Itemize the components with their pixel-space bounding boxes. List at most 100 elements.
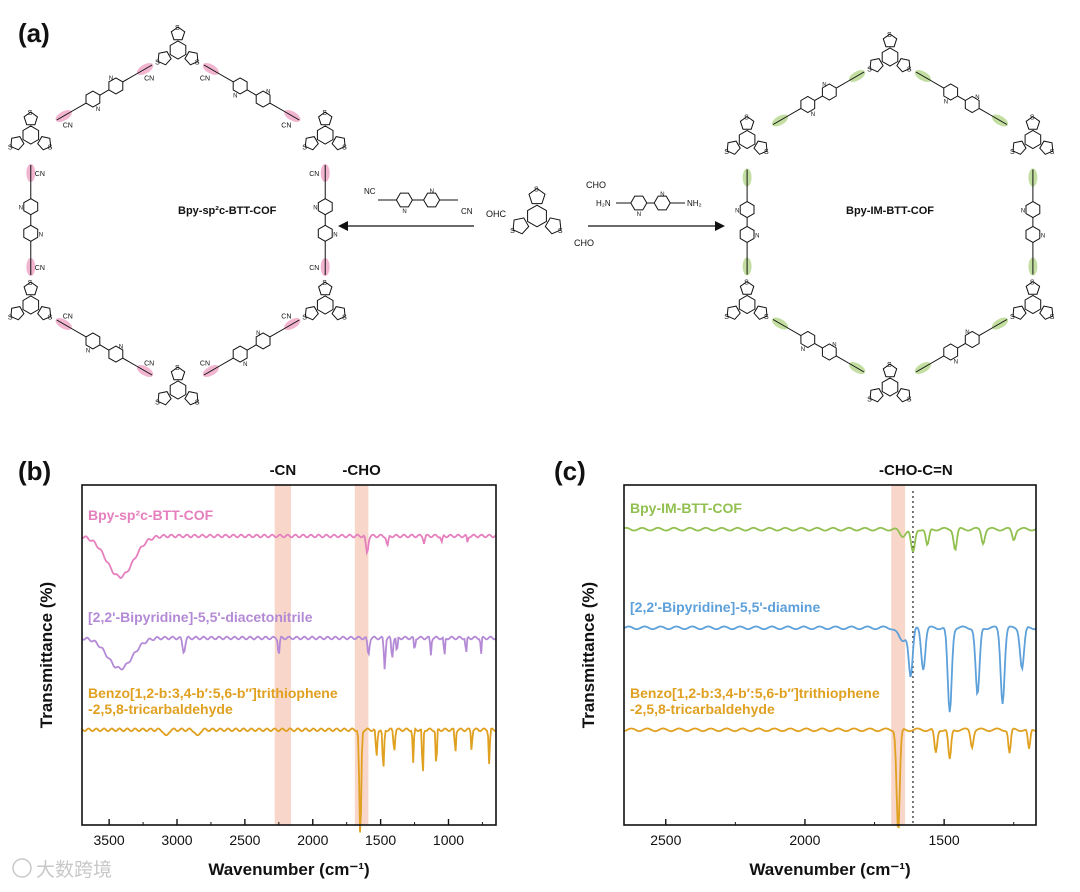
y-axis-label: Transmittance (%) xyxy=(579,582,598,728)
thiophene-s-atom: S xyxy=(175,365,180,372)
linkage-bond xyxy=(915,363,931,373)
thiophene-s-atom: S xyxy=(887,362,892,369)
bond xyxy=(99,344,110,351)
thiophene-s-atom: S xyxy=(764,314,769,321)
btt-thiophene-ring xyxy=(882,363,898,378)
thiophene-s-atom: S xyxy=(155,400,160,407)
spectrum-line xyxy=(81,533,497,579)
btt-thiophene-ring xyxy=(544,217,562,235)
thiophene-s-atom: S xyxy=(558,228,563,235)
pyridine-n-atom: N xyxy=(660,192,664,198)
bond xyxy=(786,108,802,117)
reagent-left-cn: CN xyxy=(461,207,473,216)
thiophene-s-atom: S xyxy=(302,315,307,322)
linkage-bond xyxy=(772,319,788,328)
reagent-bipyridine-ring xyxy=(395,192,413,208)
series-label: [2,2'-Bipyridine]-5,5'-diamine xyxy=(630,599,820,615)
band-label: -CHO xyxy=(342,462,381,479)
btt-thiophene-ring xyxy=(1012,140,1027,155)
bipyridine-ring xyxy=(739,201,755,219)
linkage-bond xyxy=(56,111,71,121)
btt-benzene-ring xyxy=(316,125,334,145)
thiophene-s-atom: S xyxy=(534,186,539,193)
cyano-label: CN xyxy=(144,360,154,367)
bipyridine-ring xyxy=(739,225,755,243)
thiophene-s-atom: S xyxy=(302,145,307,152)
btt-thiophene-ring xyxy=(157,391,172,406)
btt-thiophene-ring xyxy=(37,306,52,321)
x-tick-label: 1500 xyxy=(929,832,960,848)
cyano-label: CN xyxy=(144,76,154,83)
bond xyxy=(786,327,802,336)
pyridine-n-atom: N xyxy=(1021,209,1025,215)
band-label: -CN xyxy=(270,462,297,479)
bond xyxy=(99,89,110,96)
spectrum-line xyxy=(623,727,1037,829)
series-label: Benzo[1,2-b:3,4-b′:5,6-b″]trithiophene -2… xyxy=(630,685,880,717)
thiophene-s-atom: S xyxy=(28,110,33,117)
bipyridine-ring xyxy=(1025,225,1041,243)
panel-b-label: (b) xyxy=(18,456,51,486)
reagent-bipyridine-ring xyxy=(630,195,648,211)
linkage-bond xyxy=(137,64,153,74)
btt-thiophene-ring xyxy=(304,306,319,321)
btt-thiophene-ring xyxy=(753,305,768,320)
core-cho-bottom: CHO xyxy=(574,238,594,248)
right-cof-structure: N N N N N N N N N N N N S S S S S S S S S S S S S S S S S S xyxy=(724,32,1055,404)
watermark-text: 大数跨境 xyxy=(36,859,112,881)
bipyridine-ring xyxy=(821,343,837,361)
cyano-label: CN xyxy=(200,360,210,367)
left-cof-structure: N N CN CN N N CN CN N N CN CN N N CN CN N N CN CN N N CN CN S S S S… xyxy=(8,25,347,407)
bipyridine-ring xyxy=(23,198,39,216)
x-tick-label: 2500 xyxy=(650,832,681,848)
linkage-bond xyxy=(137,366,153,376)
bipyridine-ring xyxy=(821,83,837,101)
thiophene-s-atom: S xyxy=(28,280,33,287)
thiophene-s-atom: S xyxy=(342,315,347,322)
thiophene-s-atom: S xyxy=(867,397,872,404)
core-cho-top: CHO xyxy=(586,180,606,190)
bond xyxy=(217,357,234,368)
btt-benzene-ring xyxy=(738,129,756,150)
bipyridine-ring xyxy=(317,224,333,242)
btt-thiophene-ring xyxy=(869,58,884,73)
bipyridine-ring xyxy=(800,330,816,349)
panel-a: (a) NNCNCNNNCNCNNNCNCNNNCNCNNNCNCNNNCNCN… xyxy=(8,18,1055,407)
pyridine-n-atom: N xyxy=(402,209,406,215)
core-cho-left: OHC xyxy=(486,209,507,219)
btt-benzene-ring xyxy=(1024,294,1042,315)
series-label: [2,2'-Bipyridine]-5,5'-diacetonitrile xyxy=(88,609,313,625)
x-tick-label: 3000 xyxy=(161,832,192,848)
linkage-bond xyxy=(285,319,300,329)
btt-benzene-ring xyxy=(22,295,40,315)
thiophene-s-atom: S xyxy=(867,67,872,74)
btt-benzene-ring xyxy=(881,47,899,67)
btt-thiophene-ring xyxy=(1025,115,1041,130)
diacetonitrile-reagent: NN xyxy=(378,189,458,215)
btt-thiophene-ring xyxy=(739,280,755,295)
cyano-label: CN xyxy=(281,123,291,130)
btt-thiophene-ring xyxy=(157,51,172,66)
reagent-bipyridine-ring xyxy=(423,192,441,208)
x-tick-label: 3500 xyxy=(94,832,125,848)
panel-c: (c) Bpy-IM-BTT-COF [2,2'-Bipyridine]-5,5'… xyxy=(554,456,1037,879)
thiophene-s-atom: S xyxy=(1050,149,1055,156)
bond xyxy=(835,79,851,89)
linkage-bond xyxy=(849,363,865,373)
bond xyxy=(929,355,945,365)
line-label: -C=N xyxy=(917,462,952,479)
thiophene-s-atom: S xyxy=(907,397,912,404)
btt-benzene-ring xyxy=(169,40,187,60)
thiophene-s-atom: S xyxy=(48,145,53,152)
thiophene-s-atom: S xyxy=(724,314,729,321)
bipyridine-ring xyxy=(23,224,39,242)
reagent-right-nh2: NH₂ xyxy=(687,199,702,208)
btt-thiophene-ring xyxy=(10,136,25,151)
thiophene-s-atom: S xyxy=(322,110,327,117)
btt-thiophene-ring xyxy=(331,136,346,151)
plot-frame xyxy=(623,484,1037,826)
pyridine-n-atom: N xyxy=(86,349,90,355)
btt-thiophene-ring xyxy=(37,136,52,151)
cyano-label: CN xyxy=(63,313,73,320)
bipyridine-ring xyxy=(255,90,271,108)
